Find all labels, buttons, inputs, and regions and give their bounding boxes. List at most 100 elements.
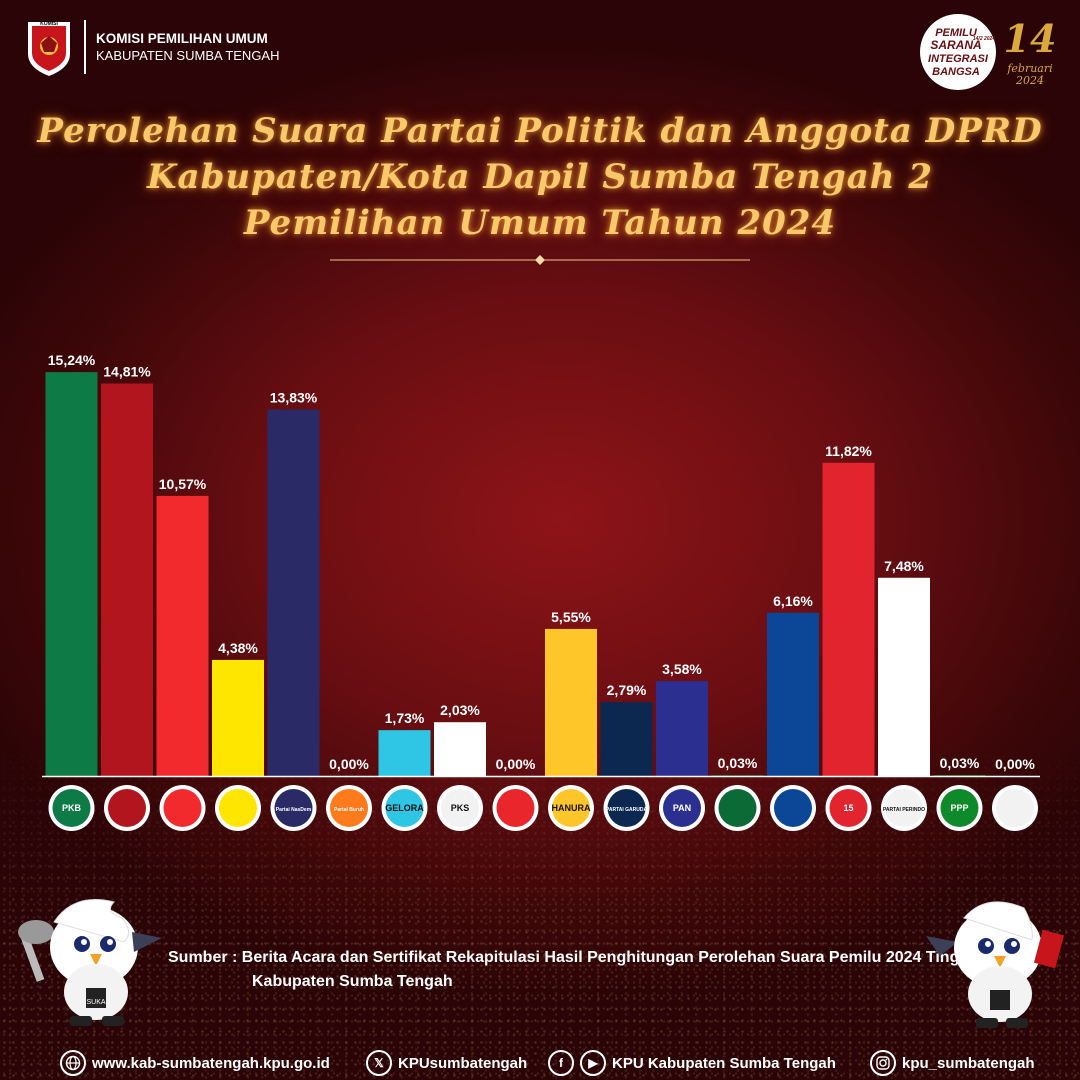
badge-date: 14/2 2024 [973,36,995,42]
party-logo-fill-partai-ummat [996,789,1034,827]
data-label-gerindra: 14,81% [103,364,151,380]
badge-line1: PEMILU [935,27,978,39]
bar-nasdem [267,409,320,776]
title-line2: Kabupaten/Kota Dapil Sumba Tengah 2 [146,157,934,197]
party-logo-fill-pan [663,789,701,827]
data-label-demokrat: 6,16% [773,593,813,609]
party-logo-fill-gerindra [108,789,146,827]
party-logo-fill-nasdem [274,789,313,827]
party-logo-fill-pks [441,789,479,827]
data-label-partai-ummat: 0,00% [995,756,1035,772]
facebook-icon: f [548,1050,574,1076]
footer-website[interactable]: www.kab-sumbatengah.kpu.go.id [60,1050,330,1076]
footer-facebook-youtube[interactable]: f ▶ KPU Kabupaten Sumba Tengah [548,1050,836,1076]
party-logo-text-psi: 15 [843,803,853,813]
party-logo-text-pkb: PKB [62,803,82,813]
data-label-ppp: 0,03% [940,755,980,771]
title-line1: Perolehan Suara Partai Politik dan Anggo… [37,111,1043,151]
date-number: 14 [1004,16,1057,61]
bar-gelora [378,730,431,776]
data-label-pkb: 15,24% [48,352,96,368]
data-label-pbb: 0,03% [718,755,758,771]
party-logo-fill-psi [829,789,868,827]
org-name: KOMISI PEMILIHAN UMUM [96,31,268,46]
party-logo-text-pan: PAN [673,803,691,813]
party-logo-fill-gelora [385,789,424,827]
org-region: KABUPATEN SUMBA TENGAH [96,48,280,63]
party-logo-fill-pkb [52,789,91,827]
kpu-logo: KOMISI [28,21,70,76]
data-label-nasdem: 13,83% [270,390,318,406]
party-logo-text-hanura: HANURA [552,803,591,813]
bar-partai-garuda [600,702,653,776]
data-label-hanura: 5,55% [551,609,591,625]
chart-title: Perolehan Suara Partai Politik dan Anggo… [0,108,1080,246]
facebook-youtube-text: KPU Kabupaten Sumba Tengah [612,1054,836,1072]
party-logo-fill-partai-buruh [330,789,368,827]
party-logo-text-pks: PKS [451,803,470,813]
data-label-gelora: 1,73% [385,710,425,726]
bar-psi [822,462,875,776]
bar-perindo [878,577,930,776]
date-year: 2024 [1015,74,1044,87]
footer: www.kab-sumbatengah.kpu.go.id 𝕏 KPUsumba… [0,1046,1080,1080]
party-logo-text-partai-garuda: PARTAI GARUDA [606,807,648,813]
youtube-icon: ▶ [580,1050,606,1076]
data-label-psi: 11,82% [825,443,872,459]
mascot-left: SUKA [18,899,162,1026]
data-label-partai-garuda: 2,79% [607,682,647,698]
twitter-text: KPUsumbatengah [398,1054,528,1072]
bar-pkb [45,372,98,776]
pemilu-badge: PEMILU SARANA INTEGRASI BANGSA 14/2 2024… [920,14,1057,90]
party-logo-text-nasdem: Partai NasDem [276,807,312,813]
bar-pan [656,681,708,776]
party-logo-fill-pkn [496,789,535,827]
header-divider [84,20,86,74]
bar-golkar [212,659,264,776]
date-month: februari [1006,62,1052,75]
data-label-golkar: 4,38% [218,640,258,656]
party-logo-text-perindo: PARTAI PERINDO [883,807,925,813]
party-logo-text-gelora: GELORA [385,803,424,813]
badge-line2: SARANA [930,38,981,52]
bar-pbb [711,775,764,776]
bar-pks [434,722,486,776]
party-logo-fill-perindo [885,789,923,827]
footer-twitter[interactable]: 𝕏 KPUsumbatengah [366,1050,527,1076]
logo-text-top: KOMISI [40,21,58,27]
data-label-perindo: 7,48% [884,558,924,574]
mascot-right [926,901,1065,1028]
bar-gerindra [101,383,153,776]
header-org: KOMISI KOMISI PEMILIHAN UMUM KABUPATEN S… [24,16,280,78]
party-logo-fill-hanura [552,789,590,827]
globe-icon [60,1050,86,1076]
party-logo-fill-partai-garuda [607,789,646,827]
instagram-text: kpu_sumbatengah [902,1054,1035,1072]
bar-hanura [545,628,597,776]
source-note: Sumber : Berita Acara dan Sertifikat Rek… [168,949,983,990]
instagram-icon [870,1050,896,1076]
data-label-pdi-perjuangan: 10,57% [159,476,207,492]
data-label-pks: 2,03% [440,702,480,718]
party-logo-fill-golkar [219,789,257,827]
data-label-pkn: 0,00% [496,756,536,772]
party-logo-fill-pdi-perjuangan [163,789,202,827]
party-logo-fill-demokrat [774,789,812,827]
bar-pdi-perjuangan [156,495,209,776]
badge-line3: INTEGRASI [928,53,989,65]
badge-line4: BANGSA [932,66,980,78]
title-line3: Pemilihan Umum Tahun 2024 [243,203,837,243]
party-logo-fill-pbb [718,789,757,827]
party-logo-fill-ppp [940,789,979,827]
footer-instagram[interactable]: kpu_sumbatengah [870,1050,1035,1076]
bar-demokrat [767,612,819,776]
party-logo-text-partai-buruh: Partai Buruh [334,807,364,813]
website-text: www.kab-sumbatengah.kpu.go.id [92,1054,330,1072]
mascot-badge-left: SUKA [86,999,105,1006]
x-twitter-icon: 𝕏 [366,1050,392,1076]
party-logo-text-ppp: PPP [950,803,968,813]
bar-ppp [933,775,986,776]
data-label-pan: 3,58% [662,661,702,677]
title-rule [330,255,750,265]
